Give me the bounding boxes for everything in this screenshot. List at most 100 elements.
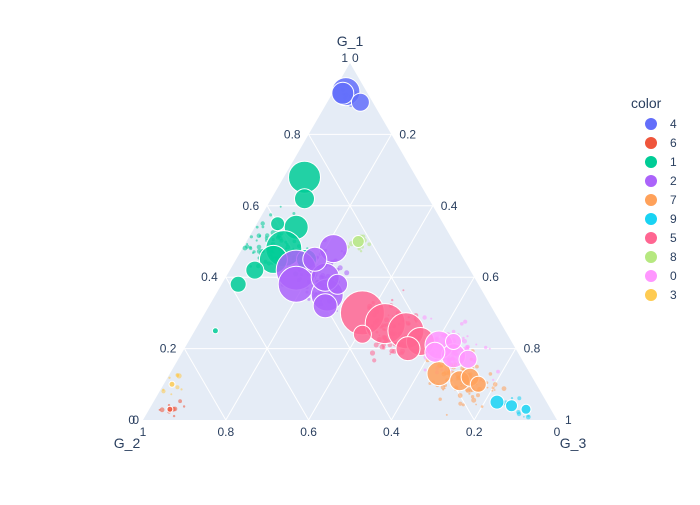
legend-marker[interactable] — [645, 213, 657, 225]
cloud-point — [438, 397, 442, 401]
data-point-series-4[interactable] — [350, 92, 370, 112]
cloud-point — [367, 242, 372, 247]
tick-label-g3: 0 — [352, 51, 359, 65]
data-point-series-5[interactable] — [395, 336, 421, 362]
legend-label[interactable]: 8 — [670, 250, 677, 264]
legend-marker[interactable] — [645, 251, 657, 263]
legend-items: 4 6 1 2 7 9 5 8 0 3 — [645, 117, 677, 302]
cloud-point — [484, 345, 488, 350]
tick-label-g1: 0.8 — [284, 127, 301, 141]
data-point-series-1[interactable] — [211, 327, 219, 335]
tick-label-g3: 0.4 — [441, 199, 458, 213]
tick-label-g3: 0.8 — [524, 342, 541, 356]
data-point-series-3[interactable] — [168, 380, 176, 388]
ternary-plot-area — [143, 63, 557, 420]
legend-label[interactable]: 7 — [670, 193, 677, 207]
cloud-point — [402, 289, 405, 292]
cloud-point — [292, 212, 296, 215]
legend-marker[interactable] — [645, 156, 657, 168]
tick-label-g2: 1 — [140, 425, 147, 439]
cloud-point — [442, 388, 445, 391]
cloud-point — [159, 407, 165, 413]
data-point-series-0[interactable] — [458, 349, 478, 369]
cloud-point — [517, 396, 522, 401]
tick-label-g1: 0.6 — [243, 199, 260, 213]
legend-label[interactable]: 0 — [670, 269, 677, 283]
tick-label-g2: 0 — [554, 425, 561, 439]
data-point-series-5[interactable] — [352, 324, 372, 344]
cloud-point — [389, 353, 392, 355]
cloud-point — [488, 372, 493, 376]
legend-marker[interactable] — [645, 194, 657, 206]
data-point-series-0[interactable] — [445, 333, 462, 350]
cloud-point — [387, 342, 393, 348]
cloud-point — [470, 395, 475, 399]
data-point-series-1[interactable] — [270, 216, 286, 232]
tick-label-g3: 1 — [565, 413, 572, 427]
cloud-point — [465, 344, 470, 349]
legend-marker[interactable] — [645, 232, 657, 244]
cloud-point — [279, 205, 282, 208]
cloud-point — [462, 339, 468, 344]
legend-label[interactable]: 1 — [670, 155, 677, 169]
cloud-point — [182, 405, 186, 408]
data-point-series-9[interactable] — [489, 394, 505, 410]
cloud-point — [501, 386, 507, 391]
data-point-series-1[interactable] — [294, 188, 315, 210]
legend-marker[interactable] — [645, 118, 657, 130]
cloud-point — [475, 364, 479, 369]
legend-label[interactable]: 6 — [670, 136, 677, 150]
cloud-point — [461, 403, 465, 407]
cloud-point — [463, 319, 468, 324]
cloud-point — [245, 244, 250, 249]
cloud-point — [423, 368, 427, 372]
cloud-point — [176, 373, 182, 379]
data-point-series-1[interactable] — [229, 275, 247, 293]
data-point-series-6[interactable] — [166, 405, 174, 413]
legend-label[interactable]: 4 — [670, 117, 677, 131]
cloud-point — [337, 265, 343, 271]
cloud-point — [460, 322, 464, 326]
data-point-series-9[interactable] — [505, 399, 518, 413]
tick-label-g1: 0 — [128, 413, 135, 427]
cloud-point — [491, 386, 495, 390]
data-point-series-2[interactable] — [277, 265, 315, 303]
data-point-series-7[interactable] — [469, 375, 487, 393]
cloud-point — [255, 225, 259, 229]
cloud-point — [493, 389, 496, 391]
cloud-point — [359, 250, 363, 253]
legend-label[interactable]: 2 — [670, 174, 677, 188]
cloud-point — [475, 403, 477, 406]
legend-marker[interactable] — [645, 289, 657, 301]
cloud-point — [458, 401, 463, 406]
legend-marker[interactable] — [645, 175, 657, 187]
data-point-series-2[interactable] — [312, 293, 338, 319]
data-point-series-0[interactable] — [424, 341, 446, 363]
tick-label-g3: 0.6 — [482, 270, 499, 284]
cloud-point — [491, 389, 494, 392]
legend-label[interactable]: 5 — [670, 231, 677, 245]
data-point-series-1[interactable] — [245, 260, 265, 280]
cloud-point — [372, 358, 377, 363]
data-point-series-2[interactable] — [302, 246, 328, 272]
cloud-point — [344, 270, 350, 276]
cloud-point — [369, 350, 376, 356]
legend-marker[interactable] — [645, 137, 657, 149]
cloud-point — [252, 252, 254, 254]
cloud-point — [391, 298, 394, 302]
data-point-series-2[interactable] — [327, 273, 349, 295]
legend-label[interactable]: 9 — [670, 212, 677, 226]
cloud-point — [172, 406, 178, 412]
data-point-series-8[interactable] — [351, 235, 365, 248]
cloud-point — [256, 244, 262, 250]
data-point-series-9[interactable] — [520, 403, 532, 415]
cloud-point — [440, 385, 446, 390]
data-point-series-4[interactable] — [331, 81, 355, 105]
data-points — [166, 77, 532, 415]
cloud-point — [175, 385, 180, 390]
legend-marker[interactable] — [645, 270, 657, 282]
legend-label[interactable]: 3 — [670, 288, 677, 302]
cloud-point — [249, 235, 253, 239]
